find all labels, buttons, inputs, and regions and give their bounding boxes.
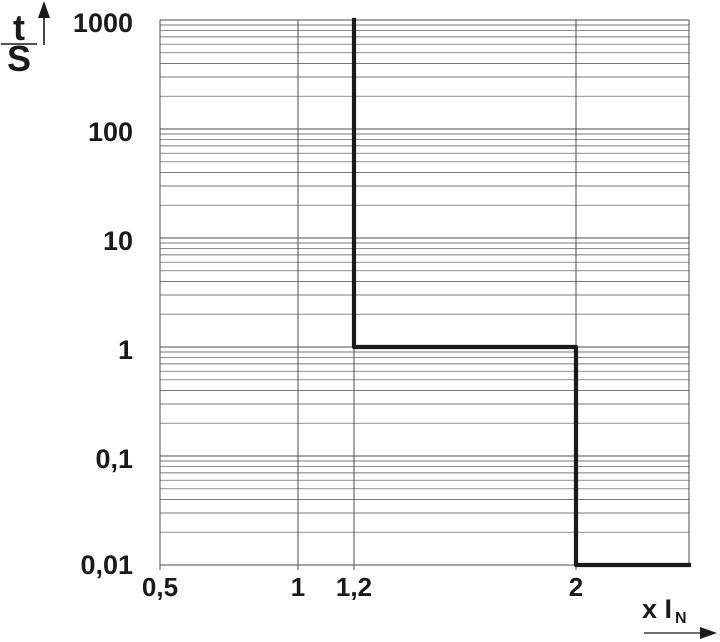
svg-text:0,01: 0,01	[80, 550, 133, 580]
svg-text:100: 100	[88, 117, 133, 147]
svg-text:x I: x I	[642, 594, 672, 624]
svg-text:1: 1	[291, 572, 305, 602]
svg-text:1,2: 1,2	[336, 572, 372, 602]
svg-text:0,1: 0,1	[95, 444, 133, 474]
svg-text:2: 2	[569, 572, 583, 602]
svg-text:1: 1	[118, 335, 133, 365]
svg-text:10: 10	[103, 226, 133, 256]
svg-text:S: S	[7, 38, 31, 79]
svg-text:1000: 1000	[73, 8, 133, 38]
svg-text:0,5: 0,5	[142, 572, 178, 602]
svg-text:N: N	[675, 610, 687, 627]
